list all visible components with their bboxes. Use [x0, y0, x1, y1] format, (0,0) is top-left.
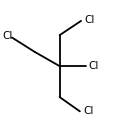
Text: Cl: Cl [85, 15, 95, 25]
Text: Cl: Cl [83, 106, 94, 116]
Text: Cl: Cl [88, 61, 99, 71]
Text: Cl: Cl [2, 31, 13, 41]
